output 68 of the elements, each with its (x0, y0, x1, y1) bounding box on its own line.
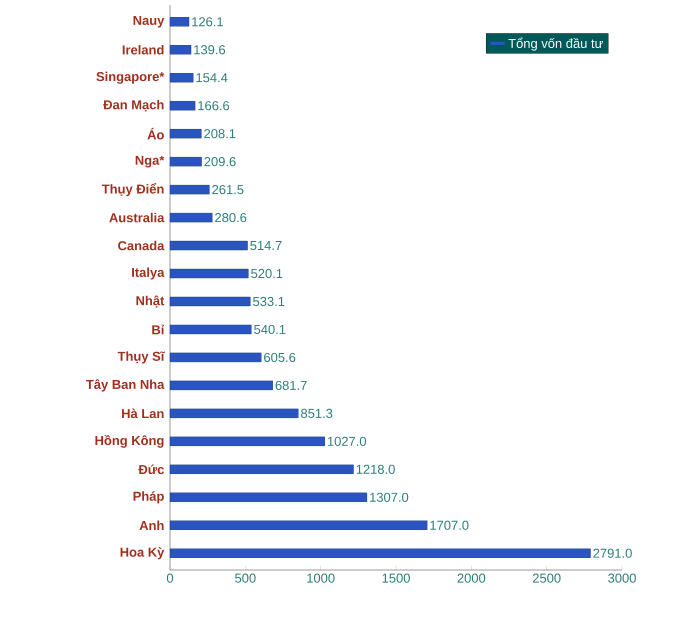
x-tick-label: 0 (166, 574, 174, 583)
data-label: 1027.0 (328, 436, 366, 446)
data-label: 605.6 (264, 352, 296, 362)
data-label: 166.6 (198, 101, 230, 110)
bar (170, 212, 212, 222)
data-label: 280.6 (215, 212, 246, 222)
bar (170, 324, 252, 334)
y-tick-label: Singapore* (96, 72, 164, 84)
y-tick-label: Pháp (134, 491, 164, 504)
y-tick-label: Áo (147, 128, 164, 140)
bar (170, 100, 196, 110)
data-label: 520.1 (251, 268, 282, 278)
bar (170, 184, 210, 194)
data-label: 261.5 (212, 185, 244, 194)
x-tick-label: 1000 (307, 574, 335, 583)
data-label: 533.1 (253, 296, 284, 306)
y-tick-label: Thụy Sĩ (118, 351, 166, 364)
data-label: 1307.0 (370, 492, 408, 502)
y-tick-label: Tây Ban Nha (86, 379, 164, 392)
bar (170, 492, 368, 502)
data-label: 681.7 (276, 380, 307, 390)
x-tick-label: 500 (235, 574, 256, 583)
y-tick-label: Canada (118, 240, 164, 250)
x-tick-label: 3000 (608, 574, 636, 583)
legend-label: Tổng vốn đầu tư (508, 37, 603, 51)
data-label: 139.6 (194, 45, 226, 54)
data-label: 540.1 (254, 324, 286, 334)
data-label: 209.6 (204, 157, 236, 166)
bar (170, 408, 298, 418)
bar (170, 352, 262, 362)
y-tick-label: Nga* (136, 156, 164, 168)
y-tick-label: Hà Lan (122, 408, 164, 418)
data-label: 851.3 (301, 408, 332, 418)
y-tick-label: Nauy (134, 16, 164, 28)
bar (170, 268, 249, 278)
data-label: 208.1 (204, 129, 236, 138)
bar (170, 436, 325, 446)
bar (170, 240, 248, 250)
y-tick-label: Ireland (122, 44, 164, 55)
bar (170, 156, 202, 166)
y-tick-label: Đan Mạch (103, 100, 164, 112)
y-tick-label: Italya (132, 267, 164, 280)
bar (170, 464, 354, 474)
y-tick-label: Hoa Kỳ (120, 547, 164, 560)
bar (170, 548, 591, 558)
y-tick-label: Nhật (136, 295, 164, 308)
bar (170, 45, 192, 54)
bar (170, 17, 190, 26)
x-tick-label: 2000 (458, 574, 486, 583)
data-label: 1218.0 (356, 464, 395, 474)
data-label: 154.4 (196, 73, 228, 82)
y-tick-label: Thụy Điển (102, 183, 164, 196)
bar (170, 73, 194, 82)
y-tick-label: Anh (140, 520, 164, 530)
x-tick-label: 1500 (382, 574, 410, 583)
y-tick-label: Bỉ (152, 324, 164, 334)
x-tick-label: 2500 (532, 574, 561, 583)
data-label: 2791.0 (593, 548, 632, 558)
data-label: 514.7 (250, 241, 282, 250)
y-tick-label: Australia (109, 212, 164, 222)
bar (170, 296, 251, 306)
data-label: 126.1 (192, 17, 223, 26)
data-label: 1707.0 (430, 520, 468, 530)
bar (170, 520, 428, 530)
bar (170, 380, 273, 390)
bar (170, 128, 202, 138)
y-tick-label: Đức (138, 464, 164, 474)
y-tick-label: Hồng Kông (95, 434, 164, 448)
